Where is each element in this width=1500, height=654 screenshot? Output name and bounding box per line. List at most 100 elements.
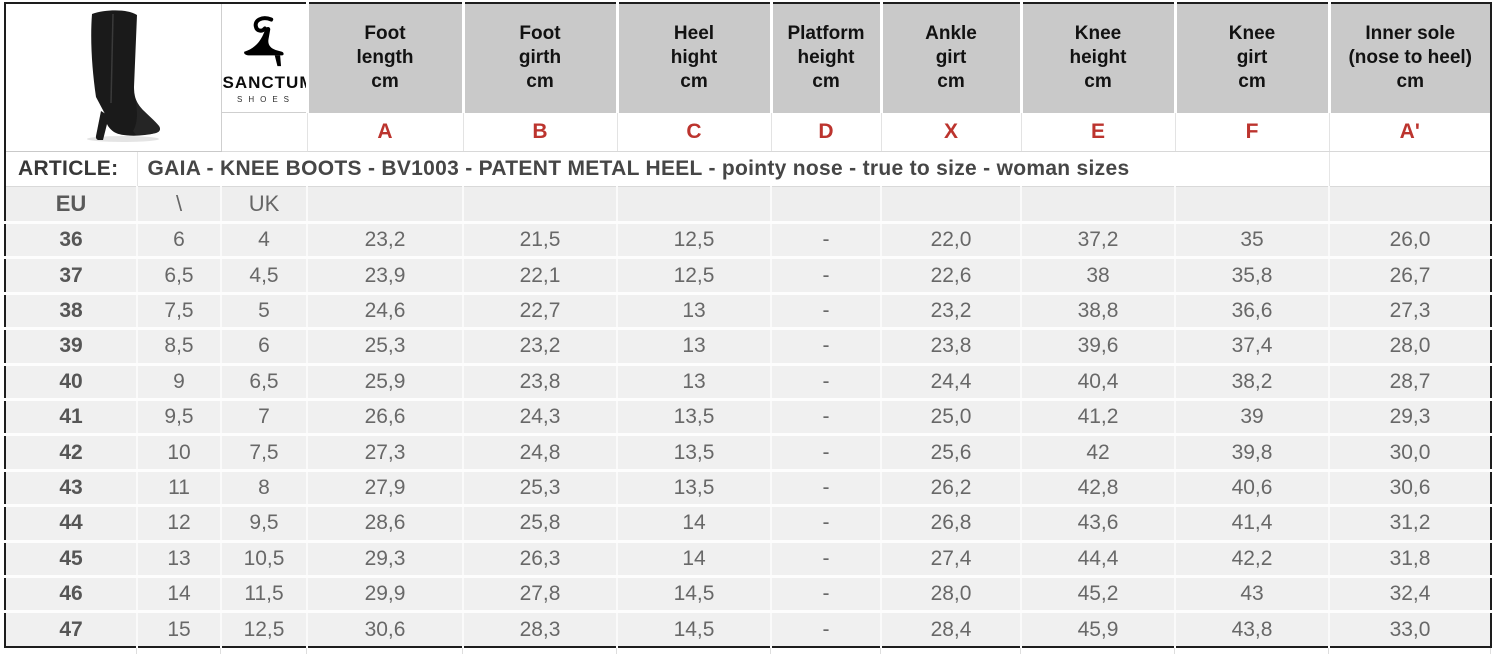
size-row-41: 41 9,5 7 26,6 24,3 13,5-25,0 41,2 39 29,3 xyxy=(5,397,1491,435)
cell-foot-girth: 25,3 xyxy=(462,468,617,506)
us-size-cell: 15 xyxy=(136,610,221,648)
cell-knee-girt: 38,2 xyxy=(1174,362,1329,400)
cell-knee-height: 38 xyxy=(1020,256,1175,294)
eu-size-cell: 43 xyxy=(5,468,137,506)
size-row-40: 40 9 6,5 25,9 23,8 13-24,4 40,4 38,2 28,7 xyxy=(5,362,1491,400)
eu-size-cell: 41 xyxy=(5,397,137,435)
article-row: ARTICLE: GAIA - KNEE BOOTS - BV1003 - PAT… xyxy=(5,151,1491,187)
eu-size-cell: 37 xyxy=(5,256,137,294)
brand-subtitle: SHOES xyxy=(236,95,295,105)
cell-knee-girt: 39 xyxy=(1174,397,1329,435)
uk-size-cell: 7,5 xyxy=(220,433,307,471)
cell-platform-height: - xyxy=(770,433,881,471)
column-header-line: height xyxy=(1069,47,1127,69)
eu-size-cell: 39 xyxy=(5,327,137,365)
cell-platform-height: - xyxy=(770,220,881,258)
cell-ankle-girt: 22,6 xyxy=(880,256,1021,294)
eu-size-header: EU xyxy=(5,186,137,223)
article-value: GAIA - KNEE BOOTS - BV1003 - PATENT META… xyxy=(136,151,1329,187)
cell-inner-sole: 29,3 xyxy=(1328,397,1491,435)
column-header-line: Knee xyxy=(1228,23,1276,45)
uk-size-cell: 8 xyxy=(220,468,307,506)
cell-heel-hight: 13,5 xyxy=(616,468,771,506)
eu-size-cell: 40 xyxy=(5,362,137,400)
cell-ankle-girt: 23,2 xyxy=(880,291,1021,329)
cell-knee-height: 43,6 xyxy=(1020,504,1175,542)
column-letter-ankle-girt: X xyxy=(880,112,1021,152)
cell-foot-length: 26,6 xyxy=(306,397,463,435)
cell-knee-height: 41,2 xyxy=(1020,397,1175,435)
size-header-empty-cell xyxy=(1328,186,1491,223)
cell-platform-height: - xyxy=(770,397,881,435)
cell-ankle-girt: 24,4 xyxy=(880,362,1021,400)
article-label: ARTICLE: xyxy=(5,151,137,187)
size-header-empty-cell xyxy=(1174,186,1329,223)
cell-platform-height: - xyxy=(770,256,881,294)
column-header-knee-girt: Knee girt cm xyxy=(1173,3,1329,113)
cell-ankle-girt: 26,8 xyxy=(880,504,1021,542)
column-letter-inner-sole: A' xyxy=(1328,112,1491,152)
size-row-43: 43 11 8 27,9 25,3 13,5-26,2 42,8 40,6 30,6 xyxy=(5,468,1491,506)
us-size-cell: 6,5 xyxy=(136,256,221,294)
column-header-line: length xyxy=(356,47,414,69)
eu-size-cell: 36 xyxy=(5,220,137,258)
column-header-line: cm xyxy=(937,71,965,93)
cut-off-row xyxy=(4,648,1491,654)
column-header-line: Ankle xyxy=(925,23,977,45)
cell-heel-hight: 13 xyxy=(616,327,771,365)
us-size-cell: 8,5 xyxy=(136,327,221,365)
size-row-38: 38 7,5 5 24,6 22,7 13-23,2 38,8 36,6 27,3 xyxy=(5,291,1491,329)
brand-logo-cell: SANCTUM SHOES xyxy=(221,3,308,114)
us-size-cell: 11 xyxy=(136,468,221,506)
boot-product-image xyxy=(87,10,161,142)
cell-knee-girt: 35 xyxy=(1174,220,1329,258)
cell-inner-sole: 32,4 xyxy=(1328,574,1491,612)
column-header-inner-sole: Inner sole (nose to heel) cm xyxy=(1327,3,1491,113)
eu-size-cell: 44 xyxy=(5,504,137,542)
cell-ankle-girt: 25,0 xyxy=(880,397,1021,435)
cut-off-cell xyxy=(220,648,307,654)
brand-name: SANCTUM xyxy=(222,73,308,93)
size-row-39: 39 8,5 6 25,3 23,2 13-23,8 39,6 37,4 28,0 xyxy=(5,327,1491,365)
cell-foot-length: 29,9 xyxy=(306,574,463,612)
column-header-line: Inner sole xyxy=(1365,23,1456,45)
cell-foot-girth: 23,2 xyxy=(462,327,617,365)
uk-size-cell: 4 xyxy=(220,220,307,258)
size-header-empty-cell xyxy=(880,186,1021,223)
column-letter-heel-hight: C xyxy=(616,112,771,152)
cut-off-cell xyxy=(1328,648,1491,654)
column-header-line: Platform xyxy=(787,23,865,45)
brand-logo: SANCTUM SHOES xyxy=(222,15,308,105)
cell-knee-girt: 43 xyxy=(1174,574,1329,612)
cell-heel-hight: 13 xyxy=(616,362,771,400)
partial-next-row xyxy=(4,648,1491,654)
us-size-cell: 7,5 xyxy=(136,291,221,329)
cell-knee-girt: 36,6 xyxy=(1174,291,1329,329)
cell-ankle-girt: 27,4 xyxy=(880,539,1021,577)
column-header-line: (nose to heel) xyxy=(1348,47,1472,69)
cell-heel-hight: 13,5 xyxy=(616,397,771,435)
column-letter-knee-girt: F xyxy=(1174,112,1329,152)
cell-heel-hight: 14 xyxy=(616,539,771,577)
eu-size-cell: 45 xyxy=(5,539,137,577)
cell-ankle-girt: 22,0 xyxy=(880,220,1021,258)
column-header-line: Foot xyxy=(519,23,561,45)
us-size-cell: 13 xyxy=(136,539,221,577)
cell-foot-girth: 26,3 xyxy=(462,539,617,577)
cell-knee-height: 39,6 xyxy=(1020,327,1175,365)
cell-foot-girth: 28,3 xyxy=(462,610,617,648)
cell-foot-girth: 21,5 xyxy=(462,220,617,258)
uk-size-cell: 7 xyxy=(220,397,307,435)
uk-size-cell: 6 xyxy=(220,327,307,365)
cell-platform-height: - xyxy=(770,539,881,577)
cell-ankle-girt: 25,6 xyxy=(880,433,1021,471)
size-row-47: 47 15 12,5 30,6 28,3 14,5-28,4 45,9 43,8 33,0 xyxy=(5,610,1491,648)
cell-inner-sole: 30,6 xyxy=(1328,468,1491,506)
eu-size-cell: 46 xyxy=(5,574,137,612)
column-header-line: girth xyxy=(518,47,562,69)
cell-platform-height: - xyxy=(770,291,881,329)
column-header-line: Heel xyxy=(673,23,715,45)
uk-size-cell: 5 xyxy=(220,291,307,329)
cell-inner-sole: 33,0 xyxy=(1328,610,1491,648)
cut-off-cell xyxy=(136,648,221,654)
